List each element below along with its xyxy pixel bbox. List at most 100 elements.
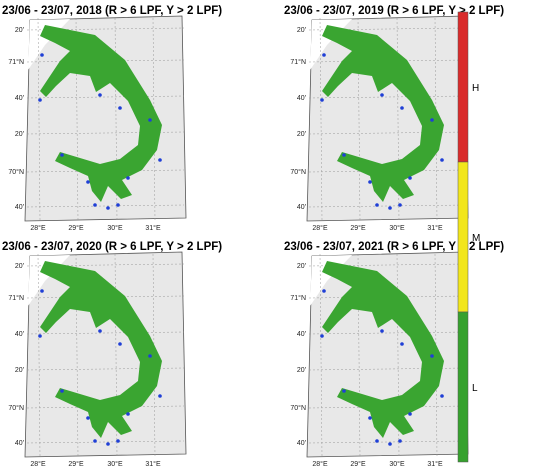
station-dot — [98, 93, 102, 97]
lat-label: 40' — [297, 440, 306, 447]
station-dot — [368, 180, 372, 184]
sea — [310, 255, 352, 306]
lat-label: 20' — [297, 27, 306, 34]
lat-label: 20' — [297, 367, 306, 374]
map-panel: 23/06 - 23/07, 2021 (R > 6 LPF, Y > 2 LP… — [284, 241, 504, 468]
panel-title: 23/06 - 23/07, 2019 (R > 6 LPF, Y > 2 LP… — [284, 5, 504, 17]
lat-label: 20' — [15, 263, 24, 270]
lat-label: 70°N — [290, 168, 306, 176]
lon-label: 28°E — [30, 460, 46, 468]
map-panel: 23/06 - 23/07, 2019 (R > 6 LPF, Y > 2 LP… — [284, 5, 504, 232]
panel-title: 23/06 - 23/07, 2021 (R > 6 LPF, Y > 2 LP… — [284, 241, 504, 253]
station-dot — [86, 416, 90, 420]
station-dot — [38, 98, 42, 102]
station-dot — [106, 206, 110, 210]
station-dot — [430, 118, 434, 122]
station-dot — [60, 389, 64, 393]
station-dot — [126, 176, 130, 180]
lon-label: 29°E — [68, 224, 84, 232]
lon-label: 28°E — [312, 460, 328, 468]
sea — [28, 19, 70, 70]
lat-label: 40' — [15, 204, 24, 211]
lon-label: 30°E — [389, 224, 405, 232]
station-dot — [375, 439, 379, 443]
station-dot — [322, 53, 326, 57]
station-dot — [388, 206, 392, 210]
lon-label: 30°E — [107, 460, 123, 468]
lat-label: 40' — [15, 95, 24, 102]
station-dot — [126, 412, 130, 416]
station-dot — [38, 334, 42, 338]
lon-label: 31°E — [427, 224, 443, 232]
colorbar-label: H — [472, 83, 479, 94]
station-dot — [380, 93, 384, 97]
grid-line — [37, 17, 41, 221]
lon-label: 31°E — [145, 224, 161, 232]
station-dot — [400, 106, 404, 110]
station-dot — [380, 329, 384, 333]
lon-label: 28°E — [30, 224, 46, 232]
station-dot — [148, 118, 152, 122]
lon-label: 28°E — [312, 224, 328, 232]
sea — [28, 255, 70, 306]
lat-label: 40' — [15, 331, 24, 338]
station-dot — [93, 439, 97, 443]
lat-label: 20' — [297, 131, 306, 138]
station-dot — [342, 389, 346, 393]
colorbar-label: M — [472, 233, 480, 244]
lat-label: 71°N — [8, 58, 24, 66]
station-dot — [320, 334, 324, 338]
colorbar-segment — [457, 11, 469, 163]
station-dot — [118, 342, 122, 346]
panel-title: 23/06 - 23/07, 2020 (R > 6 LPF, Y > 2 LP… — [2, 241, 222, 253]
colorbar-label: L — [472, 383, 478, 394]
colorbar-segment — [457, 311, 469, 463]
lat-label: 40' — [15, 440, 24, 447]
station-dot — [116, 203, 120, 207]
station-dot — [440, 158, 444, 162]
lon-label: 29°E — [350, 460, 366, 468]
lat-label: 40' — [297, 331, 306, 338]
lat-label: 20' — [15, 131, 24, 138]
station-dot — [398, 439, 402, 443]
lon-label: 29°E — [68, 460, 84, 468]
grid-line — [37, 253, 41, 457]
lon-label: 30°E — [389, 460, 405, 468]
map-panel: 23/06 - 23/07, 2018 (R > 6 LPF, Y > 2 LP… — [2, 5, 222, 232]
lon-label: 30°E — [107, 224, 123, 232]
lat-label: 20' — [15, 367, 24, 374]
map-panel: 23/06 - 23/07, 2020 (R > 6 LPF, Y > 2 LP… — [2, 241, 222, 468]
station-dot — [158, 394, 162, 398]
station-dot — [40, 53, 44, 57]
station-dot — [106, 442, 110, 446]
station-dot — [398, 203, 402, 207]
station-dot — [368, 416, 372, 420]
station-dot — [430, 354, 434, 358]
station-dot — [440, 394, 444, 398]
station-dot — [342, 153, 346, 157]
lon-label: 29°E — [350, 224, 366, 232]
colorbar-segment — [457, 161, 469, 313]
lat-label: 40' — [297, 95, 306, 102]
lat-label: 71°N — [290, 294, 306, 302]
station-dot — [388, 442, 392, 446]
lat-label: 70°N — [8, 404, 24, 412]
station-dot — [93, 203, 97, 207]
station-dot — [118, 106, 122, 110]
lat-label: 70°N — [290, 404, 306, 412]
station-dot — [60, 153, 64, 157]
lat-label: 71°N — [8, 294, 24, 302]
station-dot — [400, 342, 404, 346]
station-dot — [408, 176, 412, 180]
station-dot — [408, 412, 412, 416]
station-dot — [320, 98, 324, 102]
station-dot — [322, 289, 326, 293]
lat-label: 40' — [297, 204, 306, 211]
station-dot — [158, 158, 162, 162]
station-dot — [98, 329, 102, 333]
lat-label: 71°N — [290, 58, 306, 66]
lon-label: 31°E — [145, 460, 161, 468]
sea — [310, 19, 352, 70]
station-dot — [116, 439, 120, 443]
